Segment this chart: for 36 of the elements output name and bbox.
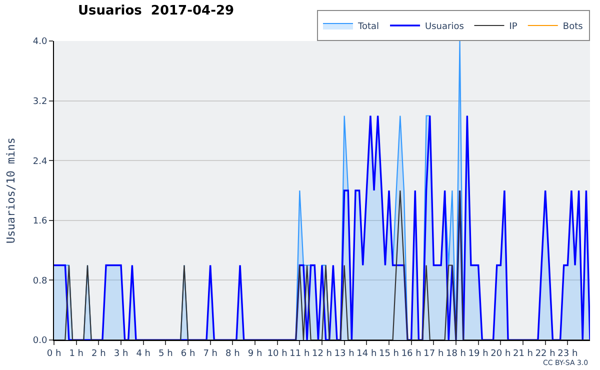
y-tick-label: 4.0	[32, 37, 48, 48]
x-tick-label: 7 h	[203, 348, 218, 359]
x-tick-label: 6 h	[180, 348, 196, 359]
y-tick-label: 0.0	[32, 336, 48, 346]
legend-label: Usuarios	[425, 22, 464, 32]
x-tick-label: 15 h	[378, 348, 400, 359]
legend-label: Total	[357, 22, 380, 32]
y-axis-title: Usuarios/10 mins	[4, 138, 18, 244]
x-tick-label: 1 h	[69, 348, 84, 359]
y-tick-label: 3.2	[32, 96, 48, 107]
x-tick-label: 23 h	[558, 348, 578, 359]
x-tick-label: 5 h	[158, 348, 173, 359]
x-tick-label: 4 h	[136, 348, 150, 359]
x-tick-label: 3 h	[114, 348, 128, 359]
chart-title: Usuarios 2017-04-29	[78, 4, 234, 19]
x-tick-label: 13 h	[334, 348, 354, 359]
x-tick-label: 18 h	[446, 348, 466, 359]
y-tick-label: 2.4	[32, 156, 48, 167]
x-tick-label: 22 h	[535, 348, 556, 359]
x-tick-label: 10 h	[267, 348, 288, 359]
x-tick-label: 8 h	[226, 348, 240, 359]
y-tick-label: 1.6	[32, 216, 48, 227]
x-tick-label: 17 h	[424, 348, 444, 359]
y-tick-label: 0.8	[32, 276, 48, 286]
x-tick-label: 14 h	[356, 348, 377, 359]
x-tick-label: 9 h	[248, 348, 262, 359]
x-tick-label: 21 h	[512, 348, 534, 359]
x-tick-label: 2 h	[92, 348, 106, 359]
x-tick-label: 0 h	[46, 348, 62, 359]
x-tick-label: 20 h	[490, 348, 511, 359]
x-tick-label: 19 h	[468, 348, 488, 359]
x-tick-label: 16 h	[401, 348, 422, 359]
x-tick-label: 11 h	[290, 348, 310, 359]
legend-label: Bots	[562, 22, 584, 32]
x-tick-label: 12 h	[312, 348, 332, 359]
legend-label: IP	[509, 22, 518, 32]
